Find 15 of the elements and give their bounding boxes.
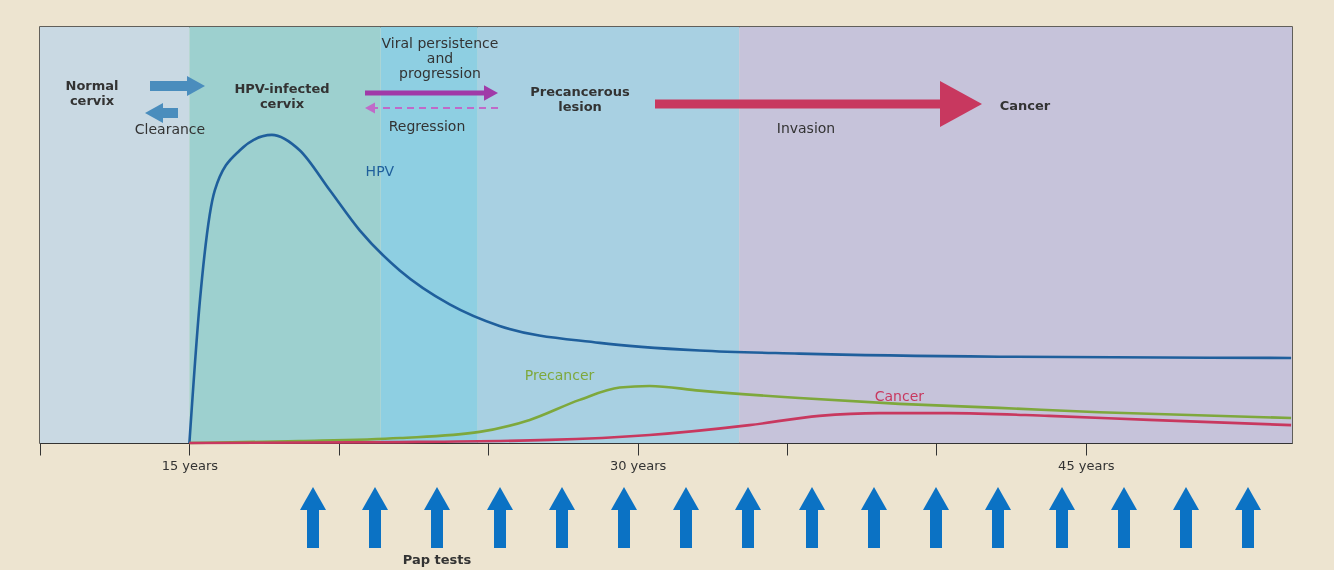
text: Precancerous lesion	[530, 84, 630, 114]
text: HPV	[365, 162, 395, 179]
x-tick-label: 30 years	[609, 457, 667, 473]
annotation: Invasion	[776, 120, 836, 136]
text: Regression	[388, 118, 466, 134]
text: HPV-infected cervix	[234, 81, 330, 111]
annotation: Clearance	[134, 121, 206, 137]
text: Pap tests	[402, 552, 472, 567]
series-label: Cancer	[874, 388, 925, 405]
x-tick-label: 45 years	[1058, 457, 1115, 473]
x-tick-label: 15 years	[161, 457, 219, 473]
series-label: Precancer	[524, 366, 595, 383]
text: Normal cervix	[65, 78, 119, 108]
text: Viral persistence and progression	[381, 35, 499, 81]
text: Cancer	[999, 98, 1051, 113]
